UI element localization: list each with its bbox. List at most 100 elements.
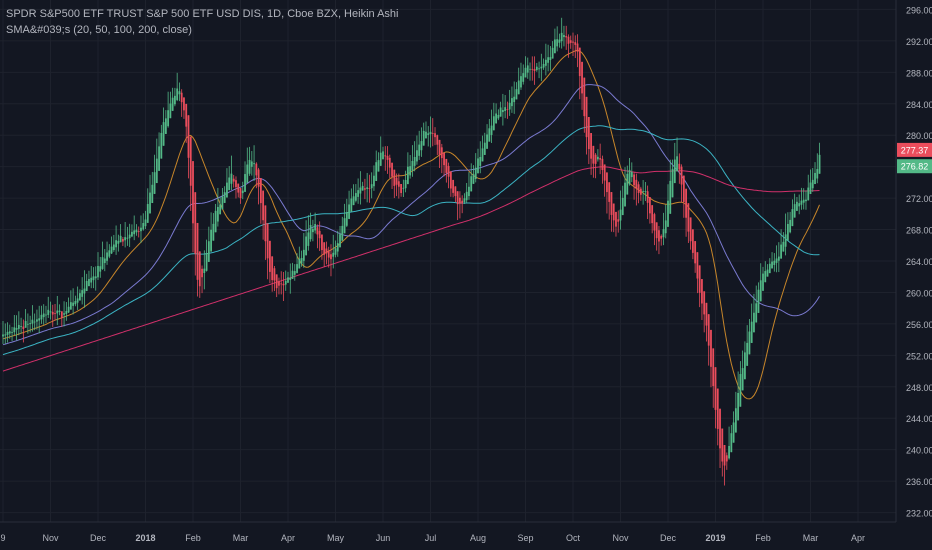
candle-body [418, 144, 421, 156]
x-tick-label: Dec [660, 533, 677, 543]
last-price-label: 276.82 [901, 162, 929, 172]
candle-body [207, 241, 210, 262]
candle-body [529, 68, 531, 70]
candle-body [364, 188, 366, 190]
candle-body [409, 166, 412, 176]
x-tick-label: Nov [612, 533, 629, 543]
candle-body [343, 218, 346, 234]
last-price-badge [897, 142, 932, 157]
candle-body [26, 323, 29, 325]
candle-body [196, 222, 199, 280]
candle-body [701, 279, 703, 304]
candle-body [691, 229, 694, 253]
candle-body [379, 152, 382, 166]
candle-body [558, 39, 561, 43]
sma-100-line [2, 125, 820, 356]
candle-body [608, 182, 611, 202]
candle-body [24, 320, 27, 328]
candle-body [511, 98, 513, 107]
candle-body [554, 39, 556, 54]
candle-body [619, 209, 622, 221]
candle-body [321, 234, 323, 251]
candle-body [515, 89, 518, 100]
candle-body [712, 348, 715, 387]
y-tick-label: 252.00 [906, 351, 932, 361]
candle-body [400, 183, 402, 194]
candle-body [155, 158, 158, 184]
candle-body [368, 188, 371, 189]
candle-body [402, 187, 405, 189]
candle-body [531, 68, 534, 70]
candle-body [501, 109, 504, 113]
candle-body [158, 146, 160, 171]
candle-body [153, 172, 156, 194]
candle-body [92, 276, 95, 281]
candle-body [359, 187, 362, 194]
candle-body [298, 258, 301, 269]
candle-body [606, 172, 608, 193]
candle-body [506, 109, 509, 110]
candle-body [766, 269, 769, 277]
candle-body [585, 96, 588, 138]
candle-body [187, 115, 190, 158]
candle-body [210, 229, 212, 252]
candle-body [404, 180, 407, 189]
candle-body [413, 156, 416, 166]
candle-body [29, 323, 32, 325]
candle-body [470, 176, 473, 192]
candle-body [316, 227, 319, 235]
candle-body [601, 158, 604, 171]
candle-body [671, 168, 674, 198]
candle-body [513, 96, 516, 103]
candle-body [241, 190, 244, 194]
candle-body [239, 188, 242, 199]
candle-body [11, 331, 13, 333]
candle-body [135, 229, 138, 233]
candle-body [219, 204, 222, 215]
candle-body [454, 186, 457, 197]
indicator-label[interactable]: SMA&#039;s (20, 50, 100, 200, close) [6, 24, 192, 36]
candle-body [275, 274, 278, 289]
candle-body [549, 57, 552, 60]
candle-body [680, 166, 683, 185]
candle-body [474, 167, 477, 180]
candle-body [375, 162, 378, 181]
candle-body [565, 36, 568, 38]
candle-body [741, 368, 744, 391]
candle-body [22, 326, 25, 329]
candle-body [137, 230, 140, 232]
candle-body [587, 117, 590, 150]
candle-body [167, 110, 170, 127]
candle-body [311, 228, 314, 233]
candle-body [302, 249, 305, 261]
candle-body [807, 187, 810, 201]
candle-body [397, 181, 400, 187]
candle-body [560, 32, 563, 42]
candle-body [750, 321, 753, 343]
candle-body [13, 327, 16, 333]
candle-body [108, 250, 111, 257]
candle-body [780, 244, 782, 259]
candle-body [569, 40, 572, 43]
candle-body [662, 229, 665, 238]
candle-body [370, 184, 373, 189]
candle-body [734, 408, 737, 433]
candle-body [725, 455, 728, 462]
candle-body [4, 334, 7, 336]
candle-body [434, 133, 436, 138]
candle-body [58, 310, 61, 312]
y-tick-label: 236.00 [906, 477, 932, 487]
candle-body [578, 47, 581, 77]
candle-body [798, 203, 801, 207]
candle-body [300, 257, 303, 264]
candle-body [759, 280, 762, 302]
candle-body [818, 154, 821, 174]
candle-body [112, 244, 115, 251]
candle-body [497, 114, 500, 119]
symbol-title[interactable]: SPDR S&P500 ETF TRUST S&P 500 ETF USD DI… [6, 8, 399, 20]
candle-body [103, 258, 106, 264]
candle-body [486, 134, 488, 149]
